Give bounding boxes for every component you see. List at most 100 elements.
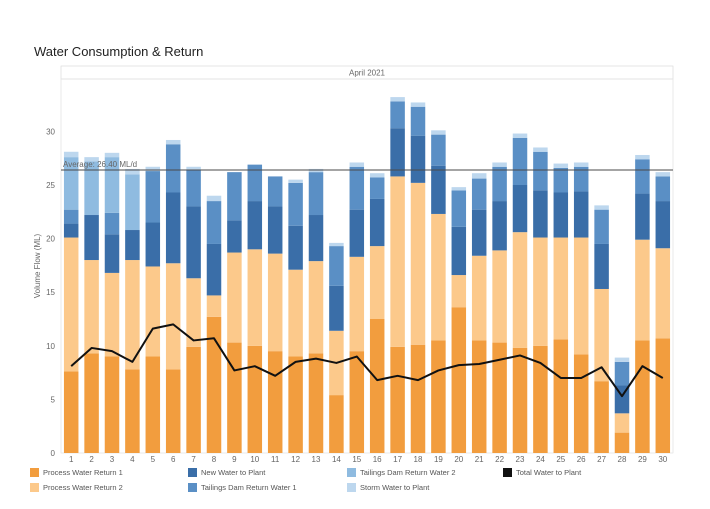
- bar-segment: [329, 246, 344, 286]
- bar-segment: [533, 147, 548, 152]
- y-tick-label: 15: [46, 288, 55, 297]
- legend-item: Total Water to Plant: [503, 468, 581, 477]
- bar-segment: [267, 253, 283, 352]
- bar-segment: [410, 106, 426, 136]
- bar-segment: [512, 232, 528, 348]
- x-tick-label: 3: [110, 455, 115, 464]
- bar-segment: [655, 201, 671, 249]
- bar-segment: [63, 223, 79, 238]
- legend-item: Process Water Return 2: [30, 483, 123, 492]
- legend-item: Storm Water to Plant: [347, 483, 429, 492]
- bar-segment: [329, 395, 344, 453]
- bar-segment: [308, 353, 324, 453]
- bar-segment: [594, 243, 609, 289]
- bar-segment: [247, 345, 263, 453]
- x-tick-label: 11: [271, 455, 280, 464]
- bar-segment: [125, 230, 140, 261]
- bar-segment: [186, 166, 201, 170]
- y-tick-label: 0: [51, 449, 56, 458]
- bar-segment: [553, 163, 569, 168]
- bar-segment: [390, 101, 405, 129]
- bar-segment: [431, 213, 446, 341]
- bar-segment: [165, 192, 181, 264]
- bar-segment: [492, 342, 507, 453]
- bar-segment: [349, 209, 365, 257]
- bar-segment: [63, 209, 79, 224]
- bar-segment: [533, 345, 548, 453]
- bar-segment: [594, 205, 609, 210]
- bar-segment: [492, 250, 507, 343]
- legend-item: Tailings Dam Return Water 2: [347, 468, 456, 477]
- bar-segment: [512, 133, 528, 138]
- bar-segment: [186, 206, 201, 279]
- bar-segment: [349, 166, 365, 210]
- x-tick-label: 4: [130, 455, 135, 464]
- bar-segment: [635, 154, 650, 160]
- bar-segment: [614, 413, 630, 433]
- bar-segment: [614, 432, 630, 453]
- bar-segment: [594, 381, 609, 453]
- bar-segment: [104, 272, 120, 357]
- bar-segment: [553, 192, 569, 238]
- x-tick-label: 18: [414, 455, 423, 464]
- bar-segment: [206, 295, 222, 317]
- bar-segment: [553, 167, 569, 193]
- y-tick-label: 5: [51, 395, 56, 404]
- x-tick-label: 16: [373, 455, 382, 464]
- bar-segment: [573, 166, 589, 192]
- x-tick-label: 26: [577, 455, 586, 464]
- legend-swatch: [503, 468, 512, 477]
- x-tick-label: 19: [434, 455, 443, 464]
- x-tick-label: 27: [597, 455, 606, 464]
- plot-frame: [60, 78, 674, 454]
- bar-segment: [451, 190, 467, 227]
- bar-segment: [165, 263, 181, 370]
- bar-segment: [573, 162, 589, 167]
- legend-item: New Water to Plant: [188, 468, 265, 477]
- bar-segment: [390, 128, 405, 177]
- bar-segment: [410, 182, 426, 345]
- bar-segment: [410, 344, 426, 453]
- bar-segment: [349, 162, 365, 167]
- bar-segment: [104, 157, 120, 213]
- chart-title: Water Consumption & Return: [34, 44, 204, 59]
- legend-label: Process Water Return 2: [43, 483, 123, 492]
- bar-segment: [349, 256, 365, 352]
- legend-item: Tailings Dam Return Water 1: [188, 483, 297, 492]
- bar-segment: [186, 278, 201, 347]
- x-tick-label: 20: [454, 455, 463, 464]
- bar-segment: [145, 266, 161, 357]
- bar-segment: [369, 173, 385, 178]
- bar-segment: [288, 356, 303, 453]
- bar-segment: [84, 215, 99, 261]
- total-water-line: [70, 323, 664, 398]
- bar-segment: [431, 340, 446, 453]
- bar-segment: [84, 260, 99, 354]
- bar-segment: [451, 187, 467, 191]
- bar-segment: [635, 239, 650, 341]
- bar-segment: [471, 255, 487, 341]
- bar-segment: [308, 261, 324, 354]
- bar-segment: [594, 209, 609, 244]
- bar-segment: [267, 351, 283, 453]
- bar-segment: [573, 237, 589, 355]
- bar-segment: [145, 171, 161, 223]
- bar-segment: [471, 173, 487, 179]
- bar-segment: [390, 176, 405, 347]
- bar-segment: [186, 169, 201, 207]
- legend-swatch: [30, 483, 39, 492]
- bar-segment: [84, 353, 99, 453]
- bar-segment: [247, 201, 263, 250]
- bar-segment: [369, 246, 385, 319]
- bar-segment: [410, 102, 426, 107]
- bar-segment: [410, 135, 426, 183]
- bar-segment: [533, 151, 548, 191]
- y-tick-label: 10: [46, 342, 55, 351]
- bar-segment: [390, 346, 405, 453]
- bar-segment: [227, 342, 242, 453]
- x-tick-label: 2: [89, 455, 94, 464]
- bar-segment: [655, 172, 671, 177]
- bar-segment: [227, 220, 242, 253]
- legend-label: Tailings Dam Return Water 2: [360, 468, 456, 477]
